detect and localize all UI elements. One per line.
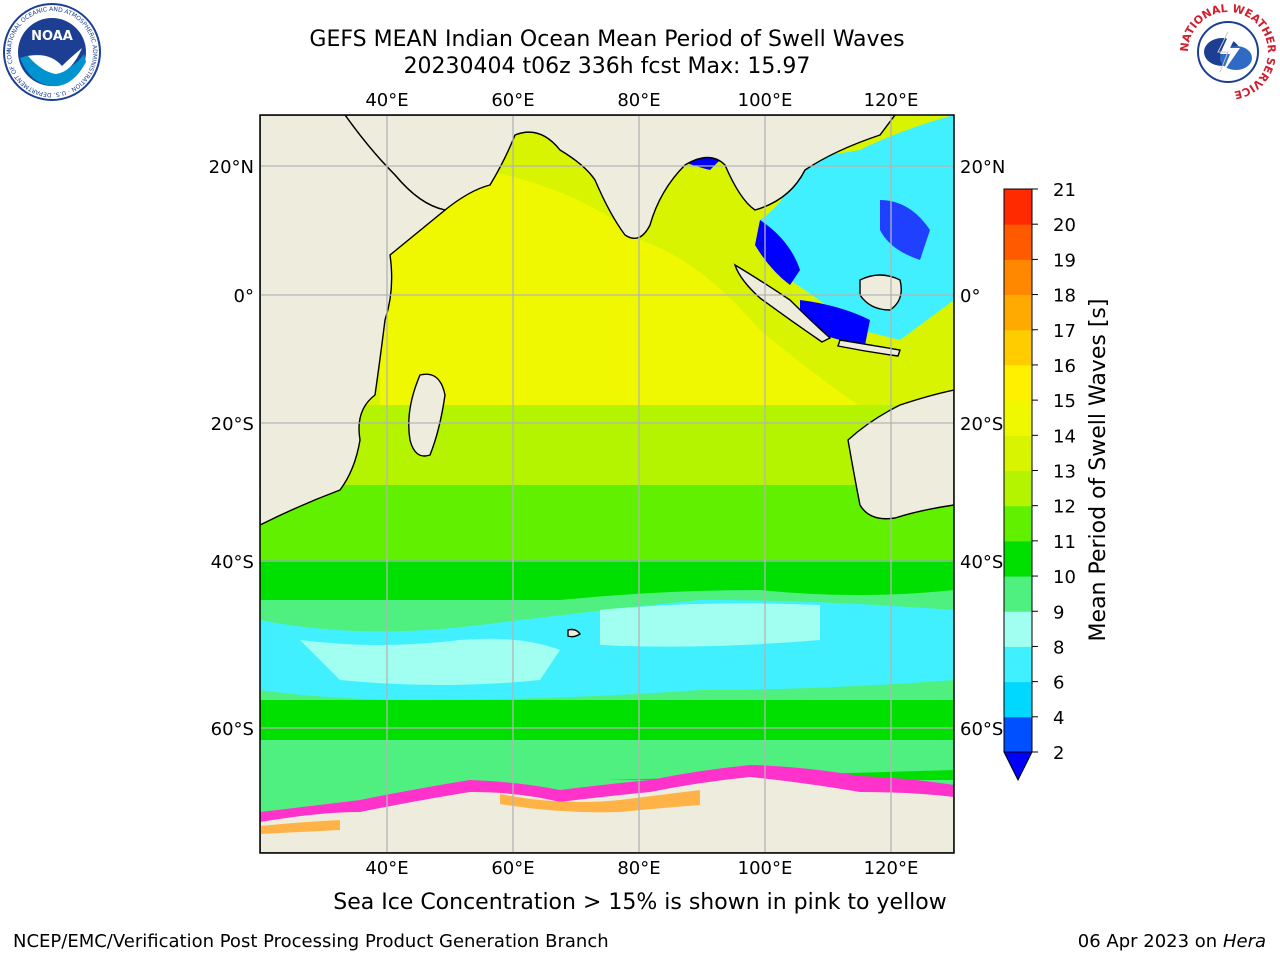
- map-title: GEFS MEAN Indian Ocean Mean Period of Sw…: [309, 27, 905, 52]
- lon-tick-label-bottom: 120°E: [864, 858, 919, 879]
- swell-band-south-china-sea: [760, 115, 954, 340]
- colorbar-tick-label: 21: [1053, 180, 1076, 201]
- colorbar-tick-label: 4: [1053, 708, 1064, 729]
- colorbar-segment: [1004, 400, 1032, 436]
- colorbar-tick-label: 19: [1053, 250, 1076, 271]
- footer-host: Hera: [1222, 931, 1266, 952]
- footer-branch: NCEP/EMC/Verification Post Processing Pr…: [13, 931, 609, 952]
- kerguelen-land: [567, 628, 581, 638]
- colorbar-under-arrow: [1003, 751, 1033, 782]
- noaa-logo-text: NOAA: [31, 29, 73, 44]
- lat-tick-label-right: 40°S: [960, 552, 1003, 573]
- colorbar-tick-label: 6: [1053, 673, 1064, 694]
- colorbar-tick-label: 15: [1053, 391, 1076, 412]
- lon-tick-label-top: 60°E: [491, 90, 534, 111]
- lat-tick-label-right: 20°N: [960, 157, 1005, 178]
- graticule: [260, 115, 954, 853]
- australia-land: [847, 389, 954, 520]
- sea-ice-caption: Sea Ice Concentration > 15% is shown in …: [333, 890, 947, 915]
- swell-band-southern-ocean-light: [300, 638, 560, 685]
- lon-tick-label-top: 120°E: [864, 90, 919, 111]
- colorbar-tick-label: 20: [1053, 215, 1076, 236]
- colorbar-tick-label: 17: [1053, 321, 1076, 342]
- lon-tick-label-bottom: 40°E: [365, 858, 408, 879]
- swell-band-max: [380, 160, 880, 480]
- noaa-logo: NATIONAL OCEANIC AND ATMOSPHERIC ADMINIS…: [2, 2, 101, 101]
- colorbar-tick-label: 9: [1053, 602, 1064, 623]
- lat-tick-label-left: 20°N: [209, 157, 254, 178]
- map-frame: [259, 114, 955, 854]
- map-subtitle: 20230404 t06z 336h fcst Max: 15.97: [403, 54, 811, 79]
- lon-tick-label-bottom: 80°E: [617, 858, 660, 879]
- footer-date-text: 06 Apr 2023 on: [1077, 931, 1223, 952]
- colorbar-segment: [1004, 611, 1032, 647]
- colorbar-tick-label: 14: [1053, 426, 1076, 447]
- lon-tick-label-top: 40°E: [365, 90, 408, 111]
- lat-tick-label-right: 20°S: [960, 414, 1003, 435]
- swell-band-subtropics: [260, 405, 954, 485]
- java-land: [837, 339, 901, 357]
- colorbar-segment: [1004, 576, 1032, 612]
- nws-logo: NATIONAL WEATHER SERVICE: [1178, 2, 1278, 101]
- madagascar-land: [408, 373, 446, 457]
- axis-tick-labels: 40°E 40°E 60°E 60°E 80°E 80°E 100°E 100°E 120°E 1…: [209, 90, 1006, 879]
- colorbar-segment: [1004, 646, 1032, 683]
- colorbar-segment: [1004, 189, 1032, 225]
- swell-band-gulf-thailand: [755, 220, 800, 285]
- colorbar-tick-label: 8: [1053, 637, 1064, 658]
- lat-tick-label-left: 20°S: [211, 414, 254, 435]
- colorbar-segment: [1004, 681, 1032, 718]
- swell-band-ice-approach: [260, 740, 954, 790]
- swell-band-40s: [260, 560, 954, 600]
- colorbar-segment: [1004, 294, 1032, 331]
- colorbar-segment: [1004, 364, 1032, 401]
- colorbar-segment: [1004, 716, 1032, 753]
- colorbar-tick-label: 13: [1053, 462, 1076, 483]
- swell-band-midlat: [260, 485, 954, 560]
- colorbar-label: Mean Period of Swell Waves [s]: [1086, 299, 1111, 642]
- sea-ice-inner-west: [260, 820, 340, 834]
- swell-band-java-sea: [800, 300, 870, 345]
- land-masses: [260, 115, 954, 853]
- sumatra-land: [733, 263, 832, 343]
- sea-ice-inner: [500, 790, 700, 813]
- colorbar-segment: [1004, 259, 1032, 296]
- colorbar-segment: [1004, 435, 1032, 471]
- colorbar-segment: [1004, 505, 1032, 542]
- lon-tick-label-top: 80°E: [617, 90, 660, 111]
- swell-band-sulu-sea: [880, 200, 930, 260]
- colorbar-tick-label: 10: [1053, 567, 1076, 588]
- map-plot-area: [260, 115, 954, 853]
- lon-tick-label-bottom: 100°E: [738, 858, 793, 879]
- lat-tick-label-left: 40°S: [211, 552, 254, 573]
- sea-ice-edge: [260, 765, 954, 822]
- colorbar-tick-label: 11: [1053, 532, 1076, 553]
- colorbar: 2 4 6 8 9 10 11 12 13 14 15 16 17 18 19 20 21: [1003, 180, 1076, 782]
- colorbar-segment: [1004, 224, 1032, 260]
- lat-tick-label-right: 60°S: [960, 719, 1003, 740]
- lon-tick-label-bottom: 60°E: [491, 858, 534, 879]
- lat-tick-label-left: 0°: [234, 286, 254, 307]
- lat-tick-label-right: 0°: [960, 286, 980, 307]
- colorbar-tick-label: 16: [1053, 356, 1076, 377]
- swell-band-southern-ocean-light2: [600, 603, 820, 647]
- colorbar-segment: [1004, 470, 1032, 507]
- colorbar-tick-label: 2: [1053, 743, 1064, 764]
- colorbar-segment: [1004, 329, 1032, 366]
- colorbar-tick-label: 12: [1053, 497, 1076, 518]
- colorbar-segment: [1004, 540, 1032, 577]
- lat-tick-label-left: 60°S: [211, 719, 254, 740]
- lon-tick-label-top: 100°E: [738, 90, 793, 111]
- colorbar-tick-label: 18: [1053, 286, 1076, 307]
- footer-date: 06 Apr 2023 on Hera: [1078, 931, 1266, 952]
